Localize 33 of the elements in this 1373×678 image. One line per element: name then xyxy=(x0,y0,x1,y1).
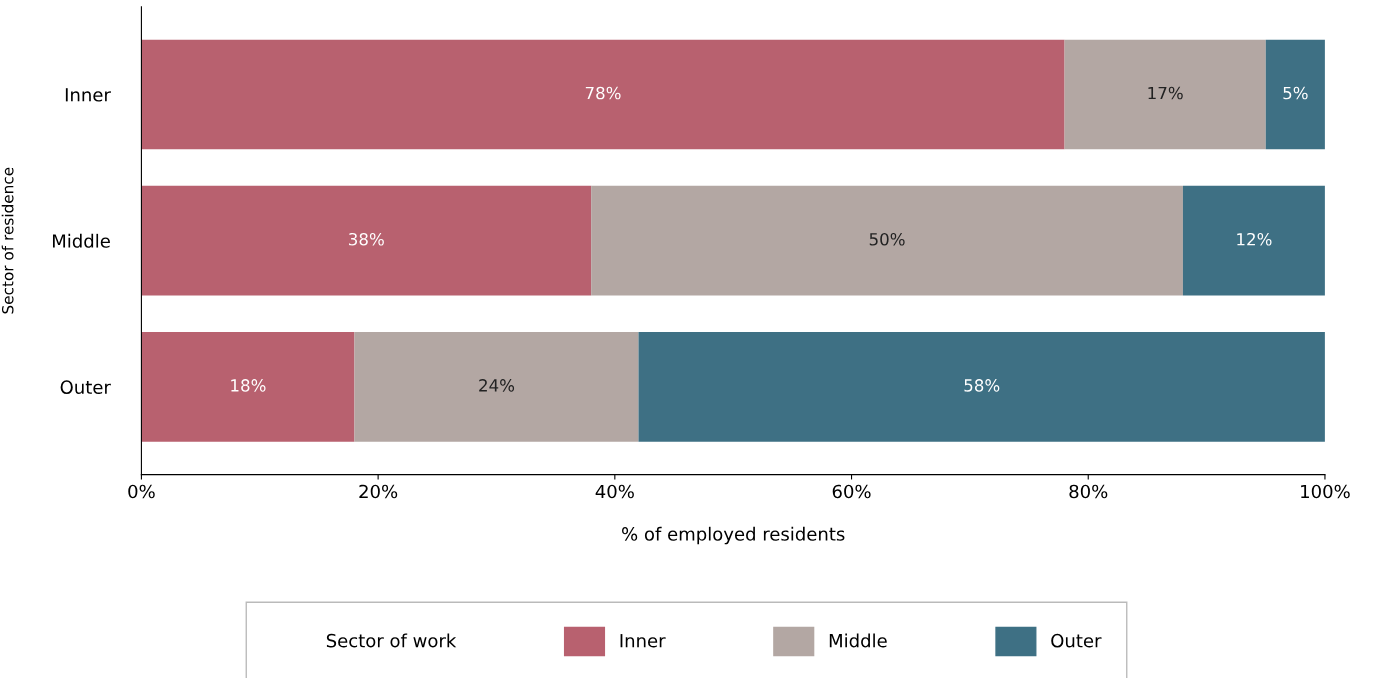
data-label: 58% xyxy=(964,379,1000,392)
x-tick-label: 60% xyxy=(832,484,871,499)
x-tick-label: 0% xyxy=(128,484,155,499)
data-label: 38% xyxy=(349,232,384,246)
data-label: 50% xyxy=(869,232,905,246)
bar xyxy=(1064,39,1266,150)
x-axis-title: % of employed residents xyxy=(622,526,845,545)
y-axis-title: Sector of residence xyxy=(1,167,14,314)
data-label: 17% xyxy=(1148,86,1183,100)
legend-title: Sector of work xyxy=(326,633,457,648)
y-tick-label: Outer xyxy=(60,380,111,394)
data-label: 5% xyxy=(1283,86,1308,100)
x-tick-label: 80% xyxy=(1069,484,1108,499)
legend-label: Outer xyxy=(1051,633,1102,648)
data-label: 12% xyxy=(1237,232,1272,246)
legend-label: Middle xyxy=(829,633,887,648)
legend-label: Inner xyxy=(620,634,666,648)
bar xyxy=(141,185,592,296)
bar xyxy=(638,332,1325,442)
bar xyxy=(141,332,355,442)
bar xyxy=(354,332,639,442)
data-label: 78% xyxy=(585,86,621,100)
x-tick-label: 100% xyxy=(1301,484,1350,499)
x-tick-label: 20% xyxy=(359,484,398,499)
data-label: 24% xyxy=(479,379,515,392)
bar xyxy=(591,185,1183,296)
y-tick-label: Middle xyxy=(52,233,110,248)
bar xyxy=(1182,185,1325,296)
x-tick-label: 40% xyxy=(595,484,634,499)
bar xyxy=(1265,39,1325,150)
y-tick-label: Inner xyxy=(65,88,111,102)
bar xyxy=(141,39,1065,150)
data-label: 18% xyxy=(231,379,266,392)
